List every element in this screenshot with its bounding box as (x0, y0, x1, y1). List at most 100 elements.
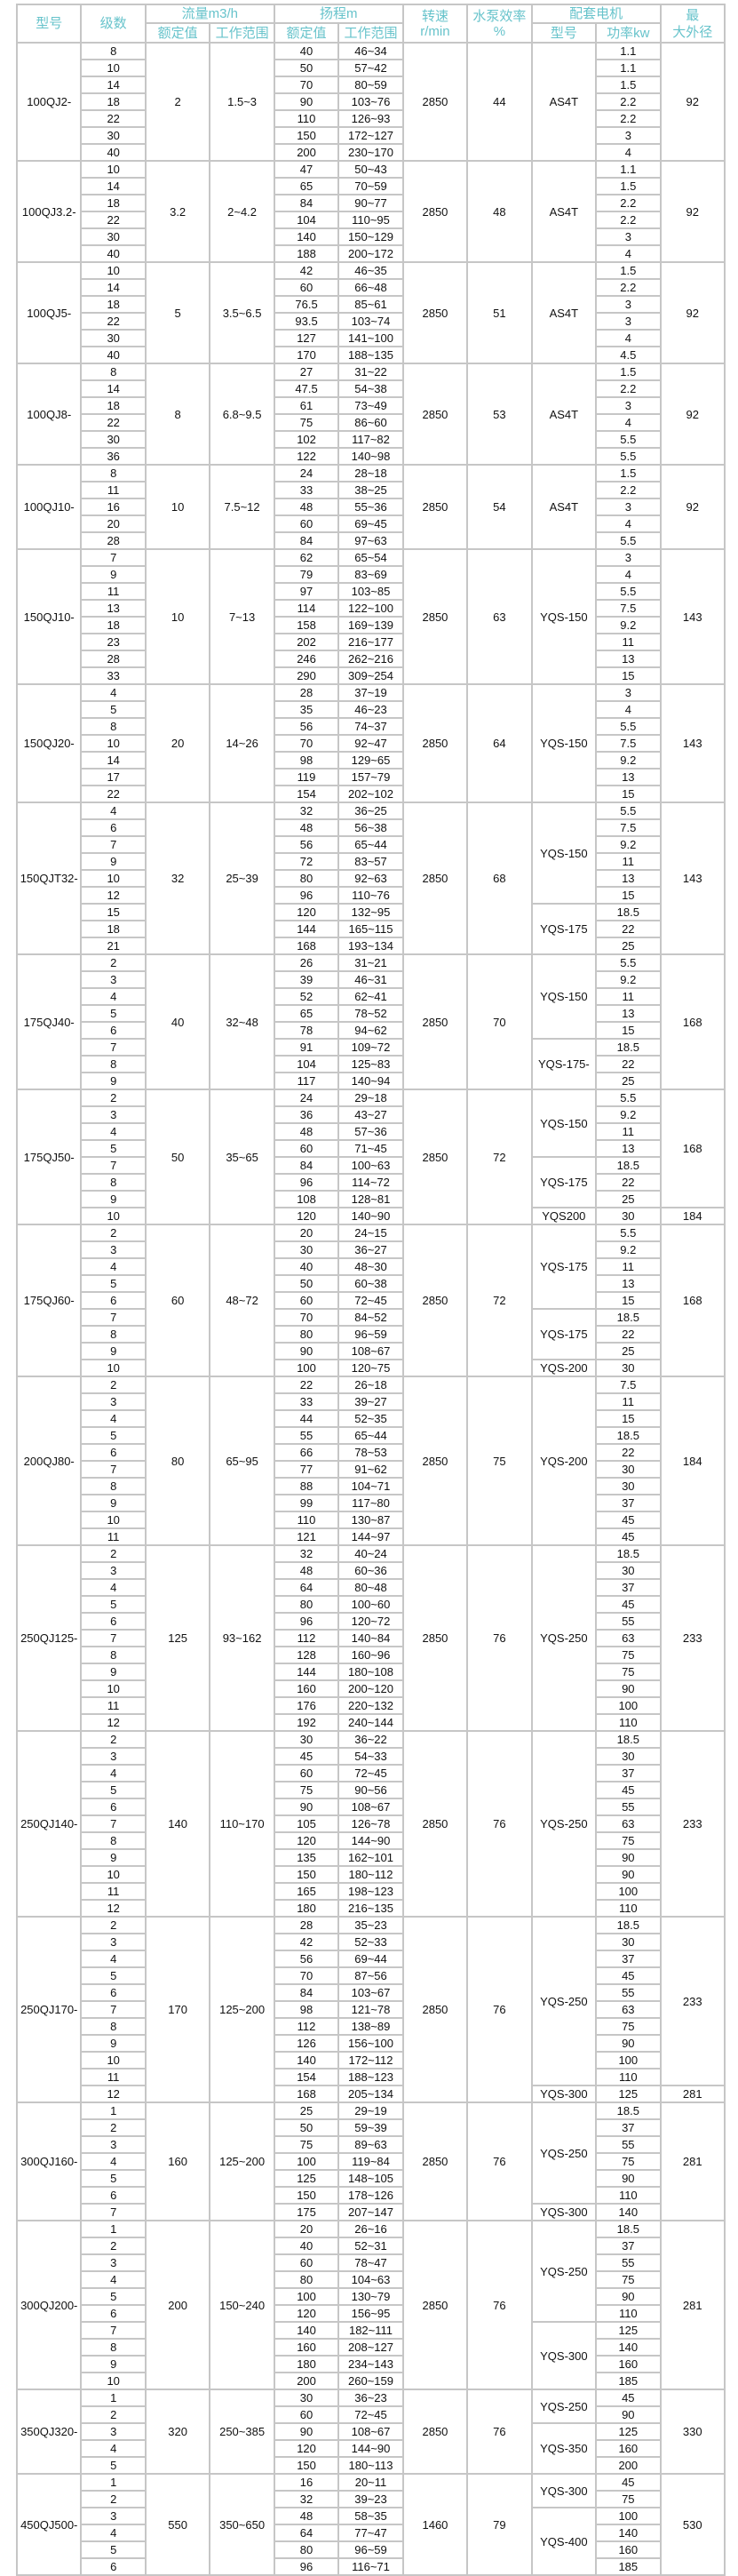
head-rated-cell: 165 (273, 1882, 340, 1901)
head-range-cell: 156~95 (337, 2304, 404, 2323)
motor-power-cell: 18.5 (595, 1038, 662, 1057)
head-range-cell: 126~93 (337, 109, 404, 128)
stages-cell: 3 (80, 970, 147, 989)
stages-cell: 6 (80, 818, 147, 837)
stages-cell: 22 (80, 211, 147, 229)
head-range-cell: 144~97 (337, 1527, 404, 1546)
motor-power-cell: 3 (595, 683, 662, 702)
motor-model-cell: YQS-250 (530, 1730, 598, 1918)
motor-power-cell: 160 (595, 2439, 662, 2458)
head-rated-cell: 47.5 (273, 379, 340, 398)
stages-cell: 5 (80, 1781, 147, 1799)
header-flow-range: 工作范围 (209, 22, 275, 44)
table-row: 12 180 216~135 110 (17, 1899, 725, 1918)
motor-power-cell: 110 (595, 2304, 662, 2323)
flow-range-cell: 25~39 (209, 802, 275, 955)
head-rated-cell: 48 (273, 818, 340, 837)
stages-cell: 8 (80, 717, 147, 736)
motor-power-cell: 15 (595, 886, 662, 905)
motor-power-cell: 25 (595, 1190, 662, 1208)
stages-cell: 9 (80, 2355, 147, 2373)
speed-cell: 2850 (401, 1089, 469, 1225)
table-row: 11 33 38~25 2.2 (17, 481, 725, 499)
head-range-cell: 26~18 (337, 1376, 404, 1394)
stages-cell: 17 (80, 768, 147, 786)
table-row: 28 246 262~216 13 (17, 650, 725, 668)
table-row: 9 108 128~81 25 (17, 1190, 725, 1208)
motor-power-cell: 45 (595, 1781, 662, 1799)
head-range-cell: 103~76 (337, 92, 404, 111)
flow-rated-cell: 40 (144, 953, 211, 1090)
model-cell: 150QJT32- (15, 802, 83, 955)
head-rated-cell: 96 (273, 1173, 340, 1192)
table-row: 4 48 57~36 11 (17, 1122, 725, 1141)
stages-cell: 6 (80, 1983, 147, 2002)
motor-power-cell: 75 (595, 1646, 662, 1664)
head-rated-cell: 75 (273, 413, 340, 432)
table-row: 4 56 69~44 37 (17, 1950, 725, 1968)
motor-power-cell: 110 (595, 2068, 662, 2086)
head-rated-cell: 112 (273, 1629, 340, 1647)
head-rated-cell: 33 (273, 1392, 340, 1411)
head-range-cell: 39~23 (337, 2490, 404, 2508)
head-rated-cell: 50 (273, 59, 340, 77)
table-row: 8 112 138~89 75 (17, 2017, 725, 2036)
stages-cell: 10 (80, 869, 147, 888)
model-cell: 150QJ20- (15, 683, 83, 803)
motor-power-cell: 140 (595, 2203, 662, 2221)
flow-rated-cell: 550 (144, 2473, 211, 2576)
head-rated-cell: 84 (273, 194, 340, 212)
stages-cell: 18 (80, 295, 147, 314)
diameter-cell: 184 (659, 1376, 726, 1546)
head-rated-cell: 55 (273, 1426, 340, 1445)
stages-cell: 23 (80, 633, 147, 651)
table-row: 30 127 141~100 4 (17, 329, 725, 347)
head-range-cell: 205~134 (337, 2085, 404, 2103)
head-range-cell: 129~65 (337, 751, 404, 770)
head-rated-cell: 56 (273, 717, 340, 736)
head-rated-cell: 60 (273, 1764, 340, 1782)
stages-cell: 7 (80, 1038, 147, 1057)
motor-power-cell: 2.2 (595, 481, 662, 499)
head-rated-cell: 120 (273, 2439, 340, 2458)
stages-cell: 7 (80, 1814, 147, 1833)
head-rated-cell: 80 (273, 1595, 340, 1614)
head-range-cell: 56~38 (337, 818, 404, 837)
stages-cell: 5 (80, 1274, 147, 1293)
head-range-cell: 144~90 (337, 2439, 404, 2458)
stages-cell: 12 (80, 2085, 147, 2103)
stages-cell: 5 (80, 1595, 147, 1614)
stages-cell: 10 (80, 1207, 147, 1225)
head-range-cell: 52~35 (337, 1409, 404, 1428)
head-range-cell: 260~159 (337, 2372, 404, 2390)
table-row: 175QJ40- 2 40 32~48 26 31~21 2850 70 YQS-150 5.5 1… (15, 953, 726, 1090)
motor-power-cell: 4 (595, 700, 662, 719)
head-rated-cell: 44 (273, 1409, 340, 1428)
flow-rated-cell: 10 (144, 464, 211, 550)
motor-model-cell: YQS-150 (530, 802, 598, 905)
efficiency-cell: 76 (466, 2220, 533, 2390)
table-row: 40 170 188~135 4.5 (17, 346, 725, 364)
motor-power-cell: 63 (595, 2000, 662, 2019)
header-diameter-line2: 大外径 (672, 24, 713, 40)
table-row: 15 120 132~95 YQS-175 18.5 (17, 903, 725, 955)
head-rated-cell: 110 (273, 1511, 340, 1529)
head-rated-cell: 93.5 (273, 312, 340, 331)
head-rated-cell: 77 (273, 1460, 340, 1479)
flow-rated-cell: 200 (144, 2220, 211, 2390)
motor-power-cell: 13 (595, 1139, 662, 1158)
motor-model-cell: YQS-200 (530, 1359, 598, 1377)
head-rated-cell: 125 (273, 2169, 340, 2188)
motor-power-cell: 9.2 (595, 835, 662, 854)
motor-power-cell: 18.5 (595, 1916, 662, 1934)
motor-power-cell: 110 (595, 2186, 662, 2205)
head-rated-cell: 30 (273, 1240, 340, 1259)
head-rated-cell: 168 (273, 937, 340, 955)
head-rated-cell: 48 (273, 2507, 340, 2525)
stages-cell: 11 (80, 481, 147, 499)
table-row: 4 52 62~41 11 (17, 987, 725, 1006)
model-cell: 150QJ10- (15, 548, 83, 685)
stages-cell: 14 (80, 379, 147, 398)
head-range-cell: 116~71 (337, 2557, 404, 2576)
head-range-cell: 36~22 (337, 1730, 404, 1749)
